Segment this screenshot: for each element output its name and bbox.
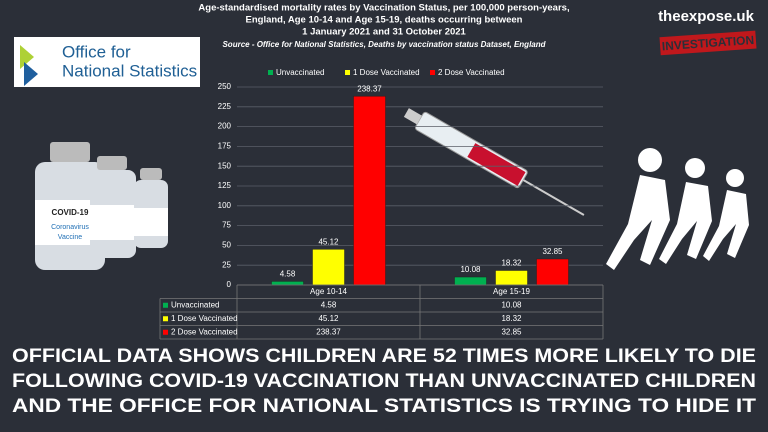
syringe: [403, 108, 585, 216]
vial-label: Coronavirus: [51, 224, 89, 231]
vial-label: Vaccine: [58, 234, 82, 241]
y-tick-label: 150: [218, 161, 232, 170]
y-tick-label: 50: [222, 241, 231, 250]
logo-text: Office for: [62, 42, 131, 61]
headline: FOLLOWING COVID-19 VACCINATION THAN UNVA…: [12, 371, 756, 392]
headline: AND THE OFFICE FOR NATIONAL STATISTICS I…: [12, 396, 756, 417]
bar: [495, 270, 528, 286]
vial-label: COVID-19: [52, 208, 89, 217]
chart-subtitle: Source - Office for National Statistics,…: [222, 40, 546, 49]
legend-swatch: [430, 70, 435, 75]
value-label: 238.37: [357, 84, 382, 93]
table-cell: 32.85: [501, 327, 522, 336]
value-label: 4.58: [280, 269, 296, 278]
table-cell: 4.58: [321, 300, 337, 309]
logo-text: National Statistics: [62, 61, 197, 80]
table-row-label: 1 Dose Vaccinated: [171, 314, 238, 323]
logo-mark: [24, 62, 38, 86]
y-tick-label: 200: [218, 122, 232, 131]
legend-label: 1 Dose Vaccinated: [353, 68, 420, 77]
chart-title: Age-standardised mortality rates by Vacc…: [198, 3, 569, 14]
value-label: 18.32: [501, 259, 522, 268]
legend-swatch: [345, 70, 350, 75]
chart: Age-standardised mortality rates by Vacc…: [159, 3, 604, 340]
logo-mark: [20, 45, 34, 69]
chart-title: England, Age 10-14 and Age 15-19, deaths…: [246, 15, 523, 26]
x-tick-label: Age 15-19: [493, 287, 530, 296]
vials: COVID-19 Coronavirus Vaccine: [35, 142, 168, 270]
table-cell: 238.37: [316, 327, 341, 336]
table-swatch: [163, 329, 168, 335]
runners: [606, 148, 749, 270]
y-tick-label: 225: [218, 102, 232, 111]
chart-title: 1 January 2021 and 31 October 2021: [302, 27, 466, 38]
table-cell: 18.32: [501, 314, 522, 323]
y-tick-label: 0: [227, 280, 232, 289]
y-tick-label: 125: [218, 181, 232, 190]
site-name: theexpose.uk: [658, 8, 755, 25]
ons-logo: Office for National Statistics: [14, 37, 200, 87]
stamp-box: [659, 30, 757, 56]
legend-label: 2 Dose Vaccinated: [438, 68, 505, 77]
bar: [454, 276, 487, 286]
table-cell: 45.12: [318, 314, 339, 323]
y-tick-label: 100: [218, 201, 232, 210]
bar: [271, 281, 304, 286]
legend-swatch: [268, 70, 273, 75]
table-row-label: Unvaccinated: [171, 300, 219, 309]
table-row-label: 2 Dose Vaccinated: [171, 327, 238, 336]
legend-label: Unvaccinated: [276, 68, 324, 77]
y-tick-label: 250: [218, 82, 232, 91]
value-label: 45.12: [318, 237, 339, 246]
stamp-text: INVESTIGATION: [661, 33, 754, 53]
y-tick-label: 175: [218, 142, 232, 151]
bar: [353, 95, 386, 286]
bar: [536, 258, 569, 286]
stamp: INVESTIGATION: [659, 30, 757, 56]
table-swatch: [163, 302, 168, 308]
x-tick-label: Age 10-14: [310, 287, 347, 296]
value-label: 10.08: [460, 265, 481, 274]
table-swatch: [163, 316, 168, 322]
headline: OFFICIAL DATA SHOWS CHILDREN ARE 52 TIME…: [12, 346, 756, 367]
y-tick-label: 25: [222, 260, 231, 269]
table-cell: 10.08: [501, 300, 522, 309]
y-tick-label: 75: [222, 221, 231, 230]
logo-box: [14, 37, 200, 87]
bar: [312, 249, 345, 286]
value-label: 32.85: [542, 247, 563, 256]
